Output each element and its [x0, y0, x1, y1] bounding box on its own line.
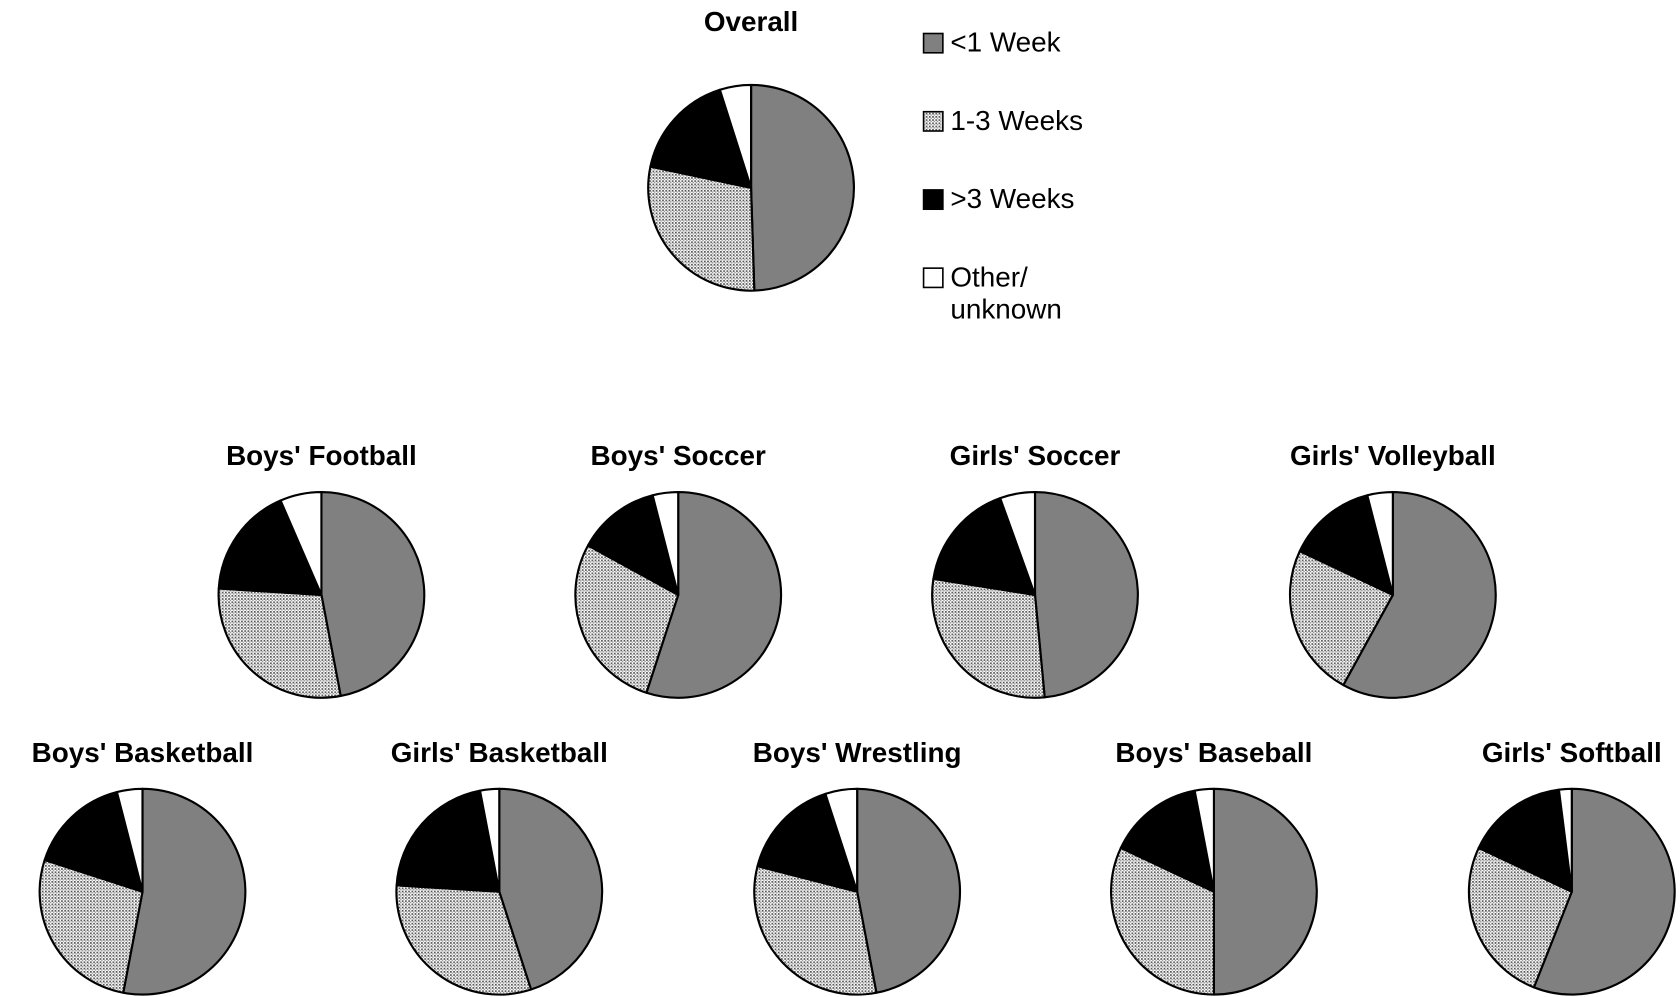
pie-slice	[395, 789, 501, 893]
pie-slice	[750, 83, 855, 292]
legend-label: Other/ unknown	[950, 260, 1062, 325]
pie-title: Overall	[704, 6, 798, 37]
pie-slice	[753, 865, 878, 996]
legend-swatch	[922, 189, 944, 211]
pie-slice	[1477, 788, 1573, 893]
pie-slice	[217, 587, 342, 699]
pie-title: Girls' Basketball	[391, 737, 608, 768]
pie-title: Boys' Football	[226, 440, 417, 471]
legend-label-box: >3 Weeks	[950, 182, 1075, 215]
pie-slice	[1557, 787, 1573, 893]
pie-slice	[43, 791, 144, 893]
pie-slice	[931, 577, 1046, 699]
legend-swatch	[922, 267, 944, 289]
pie-slice	[498, 787, 604, 991]
pie-title: Girls' Soccer	[950, 440, 1121, 471]
pie-slice	[856, 787, 962, 994]
pie-title: Girls' Volleyball	[1290, 440, 1496, 471]
pie-slice	[651, 491, 680, 596]
pie-slice	[1532, 787, 1676, 996]
pie-slice	[645, 491, 783, 699]
pie-slice	[574, 544, 680, 694]
pie-slice	[1298, 494, 1394, 596]
legend-label-box: <1 Week	[950, 26, 1061, 59]
pie-slice	[1366, 491, 1394, 596]
pie-title: Boys' Wrestling	[753, 737, 962, 768]
legend-swatch	[922, 110, 944, 132]
pie-slice	[647, 165, 756, 292]
pie-slice	[217, 499, 323, 596]
legend-label-box: 1-3 Weeks	[950, 104, 1083, 137]
pie-slice	[1193, 787, 1215, 893]
pie-slice	[999, 491, 1037, 596]
pie-slice	[649, 88, 753, 189]
pie-slice	[718, 83, 753, 189]
pie-slice	[824, 787, 859, 893]
pie-slice	[1110, 846, 1215, 996]
pie-slice	[1119, 789, 1215, 893]
pie-slice	[115, 787, 144, 893]
pie-slice	[478, 787, 501, 893]
legend-label: <1 Week	[950, 26, 1061, 59]
pie-slice	[279, 491, 323, 596]
pie-slice	[1212, 787, 1318, 996]
pie-slice	[1467, 846, 1573, 989]
pie-title: Boys' Soccer	[591, 440, 766, 471]
pie-slice	[1033, 491, 1139, 699]
legend-label: 1-3 Weeks	[950, 104, 1083, 137]
legend-label-box: Other/ unknown	[950, 260, 1062, 325]
pie-title: Boys' Basketball	[32, 737, 254, 768]
pie-slice	[1342, 491, 1497, 699]
pie-slice	[38, 858, 144, 994]
pie-slice	[122, 787, 247, 996]
pie-title: Girls' Softball	[1482, 737, 1662, 768]
legend-label: >3 Weeks	[950, 182, 1075, 215]
pie-slice	[320, 491, 426, 698]
pie-slice	[587, 494, 680, 596]
legend-swatch	[922, 32, 944, 54]
pie-slice	[932, 497, 1037, 596]
pie-slice	[395, 884, 533, 996]
pie-slice	[1288, 550, 1394, 687]
pie-title: Boys' Baseball	[1115, 737, 1312, 768]
